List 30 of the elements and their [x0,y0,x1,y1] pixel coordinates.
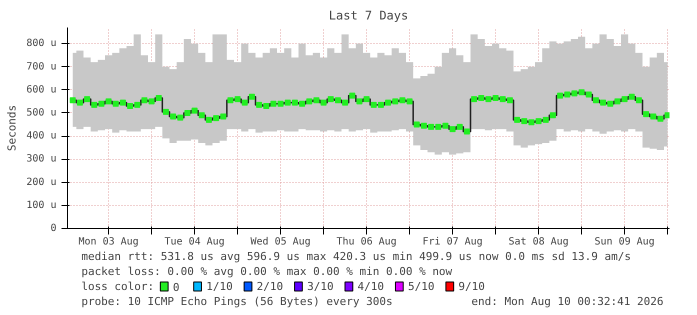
legend-title: loss color: [81,280,154,293]
legend-label: 2/10 [256,280,284,293]
text: median rtt: 531.8 us avg 596.9 us max 420.3 us min 499.9 us now 0.0 ms sd 13.9 am/s [81,250,632,263]
y-tick-label: 500 u [26,107,57,118]
x-tick-label: Wed 05 Aug [250,236,311,248]
x-tick-label: Sat 08 Aug [508,236,569,248]
text: probe: 10 ICMP Echo Pings (56 Bytes) every 300s [81,295,393,308]
y-tick-label: 600 u [26,84,57,96]
y-tick-label: 400 u [26,130,57,142]
y-tick-label: 200 u [26,176,57,188]
legend-label: 9/10 [458,280,485,293]
x-tick-label: Fri 07 Aug [422,236,483,248]
x-tick-label: Tue 04 Aug [164,236,225,248]
x-tick-label: Thu 06 Aug [336,236,397,248]
legend-label: 3/10 [307,280,334,293]
text: end: Mon Aug 10 00:32:41 2026 [471,295,664,308]
y-tick-label: 0 [50,223,57,234]
y-tick-label: 300 u [26,154,57,165]
text: packet loss: 0.00 % avg 0.00 % max 0.00 % min 0.00 % now [81,265,453,278]
legend-label: 1/10 [206,280,233,293]
x-tick-label: Sun 09 Aug [594,236,655,248]
y-axis-title: Seconds [5,104,18,152]
y-tick-label: 800 u [26,38,57,50]
y-tick-label: 700 u [26,61,57,72]
legend-label: 0 [172,281,180,294]
y-tick-label: 100 u [26,200,57,211]
x-tick-label: Mon 03 Aug [78,236,139,248]
legend-label: 4/10 [358,280,384,293]
legend-label: 5/10 [408,280,434,293]
chart-title: Last 7 Days [328,8,408,22]
